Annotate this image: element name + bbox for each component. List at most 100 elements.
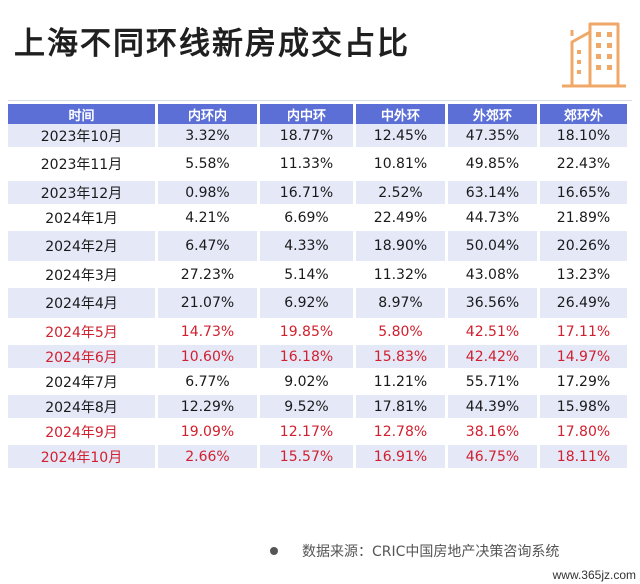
header-middle-outer: 中外环 — [356, 104, 448, 124]
cell-share: 43.08% — [448, 263, 540, 288]
cell-share: 2.66% — [158, 445, 260, 470]
cell-share: 17.11% — [540, 320, 630, 345]
table-row: 2024年4月 21.07% 6.92% 8.97% 36.56% 26.49% — [8, 288, 630, 320]
cell-share: 13.23% — [540, 263, 630, 288]
cell-time: 2024年3月 — [8, 263, 158, 288]
cell-share: 16.18% — [260, 345, 356, 370]
cell-share: 12.29% — [158, 395, 260, 420]
cell-share: 5.80% — [356, 320, 448, 345]
ring-road-share-table: 时间 内环内 内中环 中外环 外郊环 郊环外 2023年10月 3.32% 18.7… — [8, 104, 630, 470]
cell-time: 2024年7月 — [8, 370, 158, 395]
cell-share: 63.14% — [448, 181, 540, 206]
data-source: 数据来源：CRIC中国房地产决策咨询系统 — [302, 544, 560, 560]
table-row: 2024年3月 27.23% 5.14% 11.32% 43.08% 13.23% — [8, 263, 630, 288]
cell-time: 2023年11月 — [8, 149, 158, 181]
cell-share: 36.56% — [448, 288, 540, 320]
cell-share: 26.49% — [540, 288, 630, 320]
cell-time: 2024年4月 — [8, 288, 158, 320]
cell-share: 21.89% — [540, 206, 630, 231]
cell-share: 15.83% — [356, 345, 448, 370]
cell-share: 42.51% — [448, 320, 540, 345]
cell-share: 21.07% — [158, 288, 260, 320]
cell-share: 42.42% — [448, 345, 540, 370]
cell-time: 2024年1月 — [8, 206, 158, 231]
cell-share: 27.23% — [158, 263, 260, 288]
cell-share: 6.77% — [158, 370, 260, 395]
cell-share: 46.75% — [448, 445, 540, 470]
footer: 数据来源：CRIC中国房地产决策咨询系统 — [270, 541, 559, 561]
header-outer-suburban: 外郊环 — [448, 104, 540, 124]
cell-share: 18.10% — [540, 124, 630, 149]
cell-share: 9.02% — [260, 370, 356, 395]
table-row: 2023年10月 3.32% 18.77% 12.45% 47.35% 18.10% — [8, 124, 630, 149]
table-row: 2024年8月 12.29% 9.52% 17.81% 44.39% 15.98% — [8, 395, 630, 420]
table-row: 2023年12月 0.98% 16.71% 2.52% 63.14% 16.65% — [8, 181, 630, 206]
cell-share: 14.97% — [540, 345, 630, 370]
cell-time: 2024年10月 — [8, 445, 158, 470]
cell-share: 16.65% — [540, 181, 630, 206]
cell-share: 14.73% — [158, 320, 260, 345]
cell-share: 11.33% — [260, 149, 356, 181]
table-row: 2024年10月 2.66% 15.57% 16.91% 46.75% 18.11% — [8, 445, 630, 470]
cell-time: 2024年8月 — [8, 395, 158, 420]
table-header-row: 时间 内环内 内中环 中外环 外郊环 郊环外 — [8, 104, 630, 124]
title-divider — [8, 100, 632, 101]
cell-share: 5.14% — [260, 263, 356, 288]
header-inner-ring: 内环内 — [158, 104, 260, 124]
cell-share: 3.32% — [158, 124, 260, 149]
cell-share: 18.77% — [260, 124, 356, 149]
table-row: 2024年9月 19.09% 12.17% 12.78% 38.16% 17.80% — [8, 420, 630, 445]
cell-share: 19.85% — [260, 320, 356, 345]
cell-share: 0.98% — [158, 181, 260, 206]
header-time: 时间 — [8, 104, 158, 124]
cell-share: 4.21% — [158, 206, 260, 231]
cell-share: 44.39% — [448, 395, 540, 420]
cell-share: 22.43% — [540, 149, 630, 181]
cell-share: 50.04% — [448, 231, 540, 263]
cell-share: 12.17% — [260, 420, 356, 445]
table-row: 2024年2月 6.47% 4.33% 18.90% 50.04% 20.26% — [8, 231, 630, 263]
cell-share: 44.73% — [448, 206, 540, 231]
table-row: 2024年6月 10.60% 16.18% 15.83% 42.42% 14.97% — [8, 345, 630, 370]
table-row: 2024年5月 14.73% 19.85% 5.80% 42.51% 17.11% — [8, 320, 630, 345]
cell-share: 12.78% — [356, 420, 448, 445]
cell-share: 17.81% — [356, 395, 448, 420]
cell-share: 55.71% — [448, 370, 540, 395]
cell-share: 4.33% — [260, 231, 356, 263]
cell-share: 6.69% — [260, 206, 356, 231]
header-beyond-suburban: 郊环外 — [540, 104, 630, 124]
cell-share: 16.91% — [356, 445, 448, 470]
cell-share: 19.09% — [158, 420, 260, 445]
cell-share: 6.92% — [260, 288, 356, 320]
cell-share: 18.90% — [356, 231, 448, 263]
cell-share: 22.49% — [356, 206, 448, 231]
watermark: www.365jz.com — [552, 568, 636, 582]
cell-share: 10.81% — [356, 149, 448, 181]
cell-share: 9.52% — [260, 395, 356, 420]
cell-share: 20.26% — [540, 231, 630, 263]
cell-time: 2023年12月 — [8, 181, 158, 206]
bullet-dot-icon — [270, 547, 278, 555]
cell-time: 2023年10月 — [8, 124, 158, 149]
cell-share: 8.97% — [356, 288, 448, 320]
table-row: 2024年7月 6.77% 9.02% 11.21% 55.71% 17.29% — [8, 370, 630, 395]
building-icon — [562, 22, 626, 88]
cell-time: 2024年9月 — [8, 420, 158, 445]
table-row: 2024年1月 4.21% 6.69% 22.49% 44.73% 21.89% — [8, 206, 630, 231]
cell-share: 15.98% — [540, 395, 630, 420]
cell-share: 2.52% — [356, 181, 448, 206]
header-inner-middle: 内中环 — [260, 104, 356, 124]
cell-share: 15.57% — [260, 445, 356, 470]
cell-share: 10.60% — [158, 345, 260, 370]
cell-share: 17.80% — [540, 420, 630, 445]
table-row: 2023年11月 5.58% 11.33% 10.81% 49.85% 22.43% — [8, 149, 630, 181]
cell-share: 49.85% — [448, 149, 540, 181]
cell-share: 47.35% — [448, 124, 540, 149]
cell-share: 38.16% — [448, 420, 540, 445]
cell-share: 17.29% — [540, 370, 630, 395]
cell-time: 2024年5月 — [8, 320, 158, 345]
cell-time: 2024年2月 — [8, 231, 158, 263]
cell-share: 16.71% — [260, 181, 356, 206]
cell-time: 2024年6月 — [8, 345, 158, 370]
cell-share: 5.58% — [158, 149, 260, 181]
